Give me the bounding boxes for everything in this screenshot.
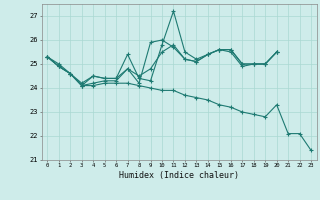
- X-axis label: Humidex (Indice chaleur): Humidex (Indice chaleur): [119, 171, 239, 180]
